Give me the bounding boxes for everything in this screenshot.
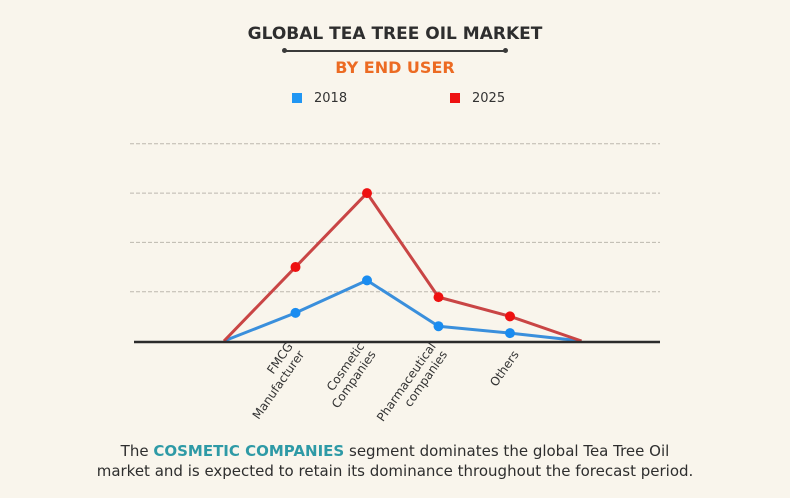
- title-divider: [282, 48, 508, 53]
- series-line-2025: [222, 191, 582, 343]
- legend-label-2025: 2025: [472, 90, 506, 106]
- data-point-2025-1: [290, 262, 301, 273]
- footer-line1-rest: segment dominates the global Tea Tree Oi…: [344, 442, 670, 460]
- data-point-2018-1: [290, 307, 301, 318]
- footer-prefix: The: [120, 442, 154, 460]
- footer-caption: The COSMETIC COMPANIES segment dominates…: [0, 441, 790, 481]
- data-point-2018-4: [505, 328, 515, 339]
- legend-item-2025: 2025: [450, 90, 506, 106]
- x-tick-label-4: Others: [487, 348, 522, 389]
- series-line-2018: [223, 278, 582, 343]
- x-tick-label-1: FMCGManufacturer: [238, 340, 307, 422]
- x-tick-label-line: Others: [487, 348, 522, 389]
- footer-line2: market and is expected to retain its dom…: [96, 462, 694, 480]
- legend-swatch-2025: [450, 93, 460, 103]
- x-tick-label-3: Pharmaceuticalcompanies: [374, 340, 450, 432]
- legend-label-2018: 2018: [314, 90, 348, 106]
- x-tick-label-2: CosmeticCompanies: [317, 340, 378, 411]
- legend-item-2018: 2018: [292, 90, 348, 106]
- chart-title: GLOBAL TEA TREE OIL MARKET: [247, 24, 543, 44]
- legend-swatch-2018: [292, 93, 302, 103]
- data-point-2018-3: [433, 321, 444, 332]
- footer-highlight: COSMETIC COMPANIES: [153, 442, 345, 460]
- data-point-2025-4: [505, 311, 515, 322]
- data-point-2018-2: [362, 275, 372, 286]
- data-point-2025-3: [433, 292, 444, 303]
- chart-subtitle: BY END USER: [335, 58, 455, 77]
- data-point-2025-2: [362, 188, 372, 199]
